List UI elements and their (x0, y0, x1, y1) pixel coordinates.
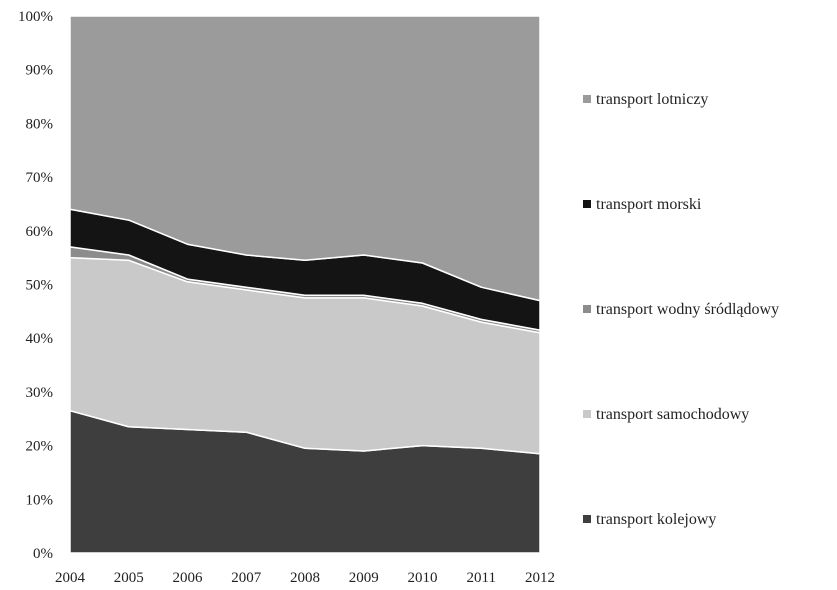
x-tick-label: 2004 (55, 570, 86, 586)
y-tick-label: 40% (26, 331, 54, 347)
legend-swatch (583, 410, 591, 418)
legend-label: transport kolejowy (596, 511, 716, 528)
x-tick-label: 2012 (525, 570, 555, 586)
y-tick-label: 80% (26, 116, 54, 132)
legend-label: transport morski (596, 196, 702, 213)
x-tick-label: 2007 (231, 570, 262, 586)
y-axis: 0% 10% 20% 30% 40% 50% 60% 70% 80% 90% 100% (18, 9, 53, 562)
y-tick-label: 50% (26, 278, 54, 294)
area-transport-lotniczy (69, 15, 541, 302)
legend-item-transport-samochodowy: transport samochodowy (583, 406, 749, 423)
x-tick-label: 2009 (349, 570, 379, 586)
x-tick-label: 2006 (173, 570, 204, 586)
x-tick-label: 2011 (467, 570, 496, 586)
y-tick-label: 90% (26, 63, 54, 79)
legend: transport lotniczy transport morski transp… (583, 91, 779, 528)
y-tick-label: 70% (26, 170, 54, 186)
x-axis: 2004 2005 2006 2007 2008 2009 2010 2011 2012 (55, 570, 555, 586)
x-tick-label: 2010 (408, 570, 438, 586)
legend-item-transport-kolejowy: transport kolejowy (583, 511, 716, 528)
legend-swatch (583, 200, 591, 208)
legend-item-transport-wodny-srodladowy: transport wodny śródlądowy (583, 301, 779, 318)
legend-item-transport-morski: transport morski (583, 196, 702, 213)
legend-label: transport samochodowy (596, 406, 749, 423)
x-tick-label: 2008 (290, 570, 320, 586)
y-tick-label: 30% (26, 385, 54, 401)
legend-item-transport-lotniczy: transport lotniczy (583, 91, 708, 108)
area-series-group (69, 15, 541, 554)
y-tick-label: 100% (18, 9, 53, 25)
legend-swatch (583, 305, 591, 313)
legend-label: transport wodny śródlądowy (596, 301, 779, 318)
legend-label: transport lotniczy (596, 91, 708, 108)
legend-swatch (583, 95, 591, 103)
y-tick-label: 20% (26, 439, 54, 455)
y-tick-label: 10% (26, 492, 54, 508)
x-tick-label: 2005 (114, 570, 144, 586)
legend-swatch (583, 515, 591, 523)
y-tick-label: 0% (33, 546, 53, 562)
y-tick-label: 60% (26, 224, 54, 240)
